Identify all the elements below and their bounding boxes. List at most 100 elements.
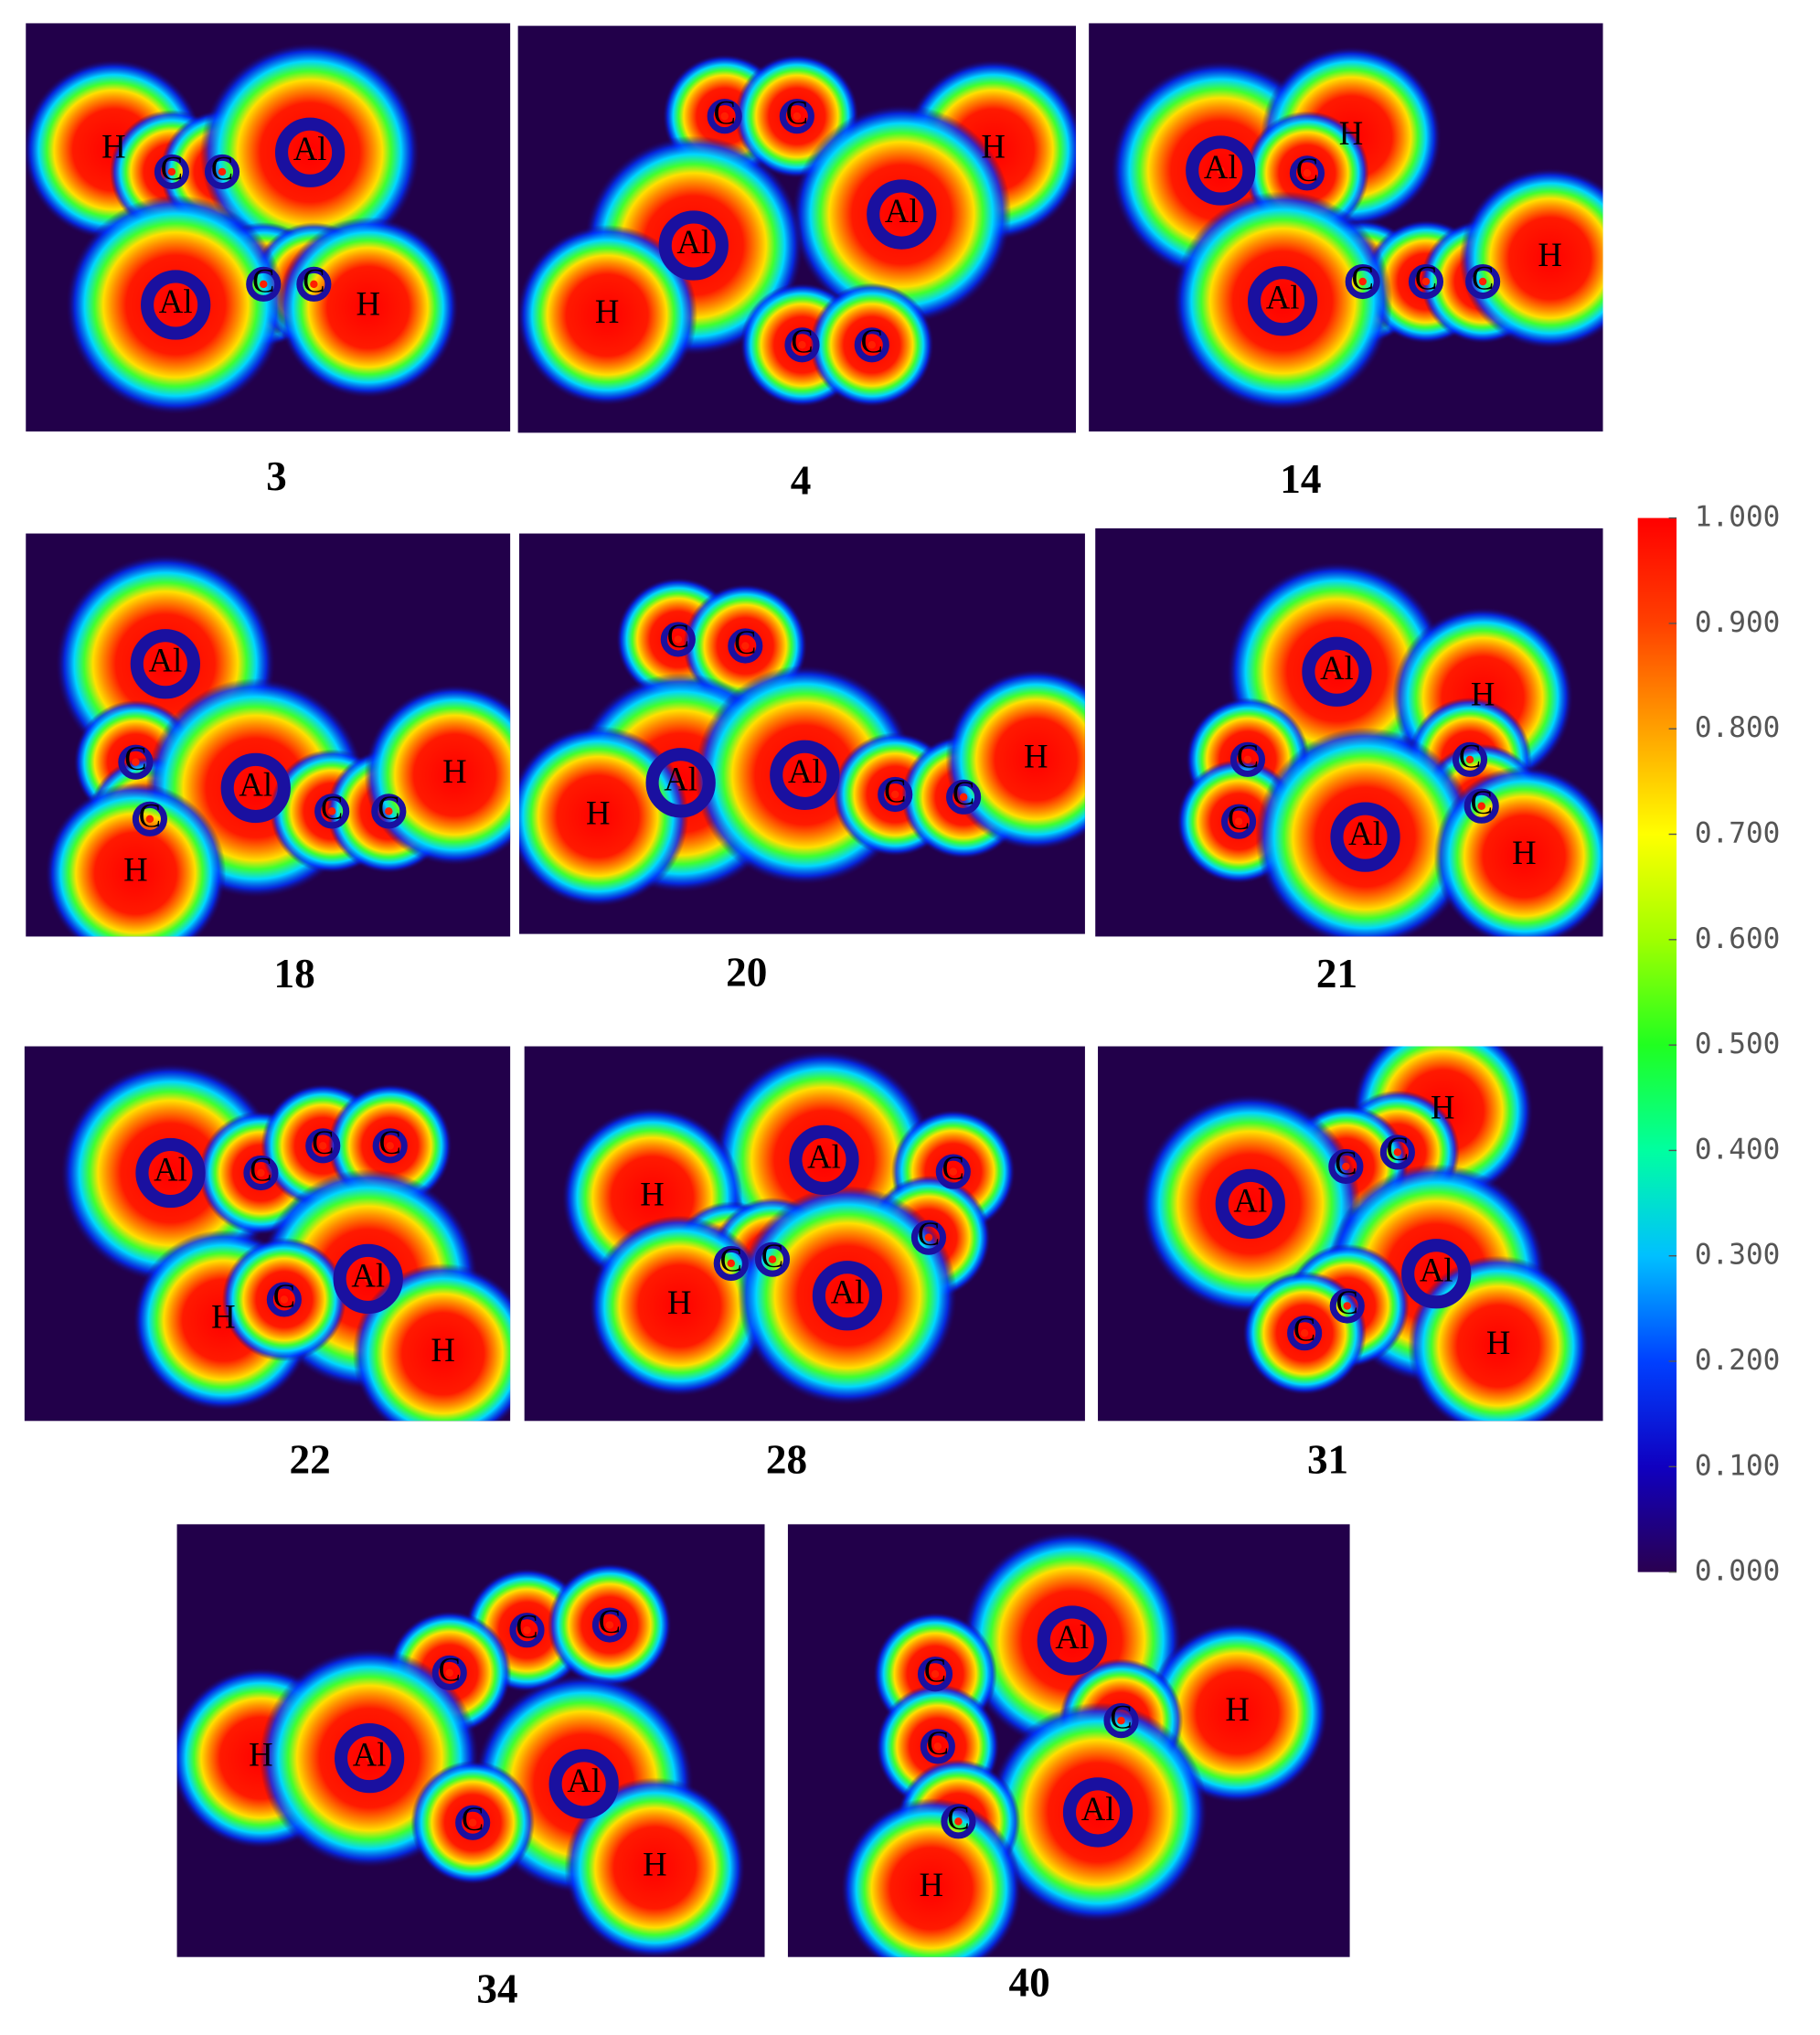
atom-label: Al [1081,1790,1115,1827]
atom-label: C [713,94,736,132]
core [445,1668,453,1678]
atom-label: C [918,1215,941,1252]
elf-panel: C C C H Al Al C H [176,1524,765,1957]
core [890,790,899,799]
core-ring [372,1128,408,1164]
core-ring [243,1155,279,1191]
atom-label: C [161,149,184,186]
core-ring [333,1243,403,1315]
elf-basins [519,577,1085,907]
elf-basins [1176,561,1603,937]
core [1478,277,1487,286]
atom-label: C [1296,151,1319,188]
core-ring [130,629,201,699]
core [793,112,802,121]
elf-basins [840,1530,1328,1957]
atom-label: H [356,285,380,323]
elf-basin [945,668,1085,850]
core [1465,755,1474,764]
atom-label: H [1339,114,1364,152]
atom-label: H [1486,1324,1511,1361]
elf-basins [45,554,511,937]
atom-label: H [123,851,148,889]
atom-label: C [1335,1144,1357,1181]
atom-label: Al [1320,649,1354,687]
atom-label: C [321,789,344,826]
core [1117,1716,1125,1725]
core-ring [1379,1135,1415,1170]
core [260,280,268,289]
colorbar-tick-label: 0.100 [1695,1449,1781,1482]
core-ring [1401,1239,1472,1309]
core-ring [867,179,937,250]
core [1343,1302,1351,1310]
panel-label: 4 [791,457,812,503]
core [768,1255,777,1263]
atom-label: C [761,1237,784,1274]
elf-basins [60,1062,511,1422]
core-ring [141,270,211,340]
core-ring [660,622,696,657]
core [676,779,685,787]
core-ring [779,99,814,134]
panel-label: 40 [1009,1960,1050,2006]
core-ring [132,801,167,836]
atom-label: C [273,1277,296,1315]
atom-label: H [1512,834,1537,871]
atom-label: C [861,323,884,360]
core-ring [246,266,282,302]
core-ring [1465,263,1501,300]
core-ring [1186,135,1256,206]
atom-label: Al [1348,815,1382,852]
core [1342,1162,1350,1171]
atom-label: Al [1055,1618,1089,1656]
atom-label: C [1237,737,1260,774]
core-ring [935,1154,971,1189]
panel-label: 21 [1316,951,1357,996]
core-ring [910,1220,947,1255]
elf-basin [589,1215,771,1397]
elf-basin [1433,765,1603,937]
core [310,280,318,289]
core-ring [1229,741,1266,777]
core [161,660,170,668]
atom-label: Al [159,282,193,320]
core [364,1274,372,1284]
core [1278,296,1287,305]
atom-label: Al [351,1256,385,1294]
elf-basin [1255,727,1475,937]
core-ring [1289,155,1325,191]
atom-label: C [927,1724,950,1762]
atom-label: C [378,789,400,826]
panel-label: 34 [476,1966,517,2012]
atom-label: Al [807,1137,841,1175]
core-ring [784,327,820,363]
core [1068,1636,1077,1645]
atom-label: C [720,1241,743,1278]
core-ring [946,779,982,815]
core-ring [371,794,407,829]
atom-label: C [942,1149,965,1187]
panel-label: 14 [1280,456,1321,502]
core [386,1142,394,1150]
core [365,1753,374,1763]
atom-label: Al [1204,148,1238,186]
core [1243,755,1252,764]
atom-label: C [139,796,162,834]
core [1361,833,1369,841]
core [319,1142,327,1150]
core [820,1156,828,1165]
core-ring [431,1655,467,1690]
atom-label: H [249,1736,273,1774]
elf-basins [176,1562,746,1957]
core-ring [204,154,240,190]
atom-label: C [303,261,325,299]
atom-label: C [124,740,147,777]
colorbar-tick-label: 0.500 [1695,1028,1781,1060]
colorbar-tick-label: 0.900 [1695,606,1781,639]
core-ring [509,1613,545,1648]
